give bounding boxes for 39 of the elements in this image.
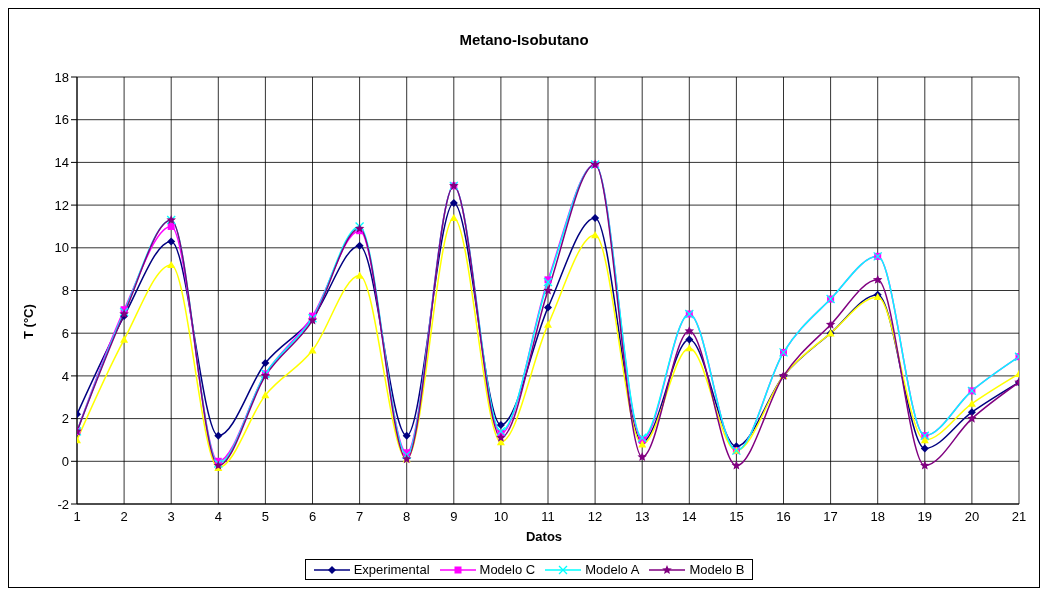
x-tick-label: 21 (1011, 509, 1027, 525)
x-tick-label: 20 (964, 509, 980, 525)
x-tick-label: 6 (308, 509, 317, 525)
y-tick-label: 10 (54, 240, 69, 256)
y-axis-title: T (°C) (21, 304, 36, 339)
y-tick-label: 12 (54, 197, 69, 213)
x-tick-label: 18 (870, 509, 885, 525)
x-tick-label: 5 (261, 509, 270, 525)
x-tick-label: 16 (776, 509, 791, 525)
x-tick-label: 3 (167, 509, 175, 525)
legend-label: Experimental (352, 562, 430, 577)
y-tick-label: 14 (54, 155, 69, 171)
legend-label: Modelo A (584, 562, 640, 577)
legend-label: Modelo B (688, 562, 745, 577)
x-tick-label: 4 (214, 509, 222, 525)
y-tick-label: 4 (61, 368, 69, 384)
x-tick-label: 11 (541, 509, 555, 525)
y-tick-label: -2 (57, 496, 69, 512)
x-tick-label: 7 (355, 509, 364, 525)
x-tick-label: 17 (823, 509, 838, 525)
x-tick-label: 19 (917, 509, 933, 525)
x-tick-label: 9 (450, 509, 458, 525)
x-tick-label: 15 (729, 509, 744, 525)
chart-title: Metano-Isobutano (458, 31, 590, 48)
y-tick-label: 8 (61, 283, 69, 299)
x-tick-label: 1 (73, 509, 81, 525)
legend-label: Modelo C (478, 562, 536, 577)
y-tick-label: 16 (54, 112, 69, 128)
y-tick-label: 18 (54, 69, 69, 85)
y-tick-label: 0 (61, 453, 69, 469)
x-tick-label: 12 (587, 509, 603, 525)
x-tick-label: 2 (120, 509, 128, 525)
x-tick-label: 10 (493, 509, 509, 525)
y-tick-label: 2 (61, 411, 69, 427)
x-tick-label: 14 (682, 509, 697, 525)
x-tick-label: 13 (634, 509, 650, 525)
x-axis-title: Datos (524, 529, 564, 544)
y-tick-label: 6 (61, 325, 69, 341)
x-tick-label: 8 (403, 509, 411, 525)
